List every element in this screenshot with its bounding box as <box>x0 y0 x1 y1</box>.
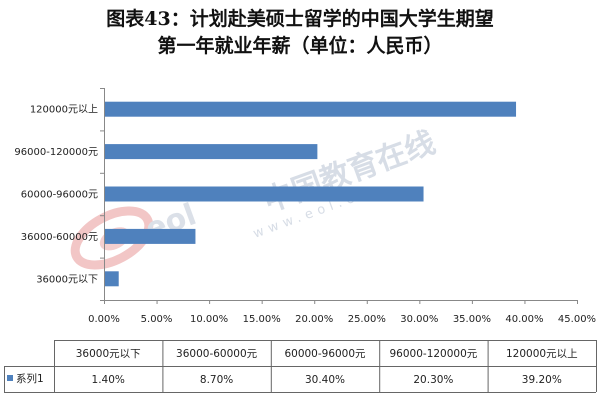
table-value-2: 8.70% <box>200 374 233 386</box>
bar-4 <box>104 144 318 160</box>
category-label-4: 96000-120000元 <box>14 147 98 158</box>
table-value-4: 20.30% <box>413 374 453 386</box>
bar-3 <box>104 186 424 202</box>
bars-layer <box>104 101 517 287</box>
x-tick-label-6: 30.00% <box>400 314 438 325</box>
legend-series-name: 系列1 <box>16 372 44 385</box>
x-tick-label-7: 35.00% <box>453 314 491 325</box>
legend-key <box>7 375 13 381</box>
x-tick-label-9: 45.00% <box>558 314 596 325</box>
x-tick-label-0: 0.00% <box>88 314 120 325</box>
x-tick-label-1: 5.00% <box>141 314 173 325</box>
axes-layer: 36000元以下 36000-60000元 60000-96000元 96000-12… <box>14 88 596 325</box>
x-tick-label-8: 40.00% <box>505 314 543 325</box>
category-label-3: 60000-96000元 <box>21 190 98 201</box>
table-header-5: 120000元以上 <box>506 348 578 360</box>
table-value-3: 30.40% <box>305 374 345 386</box>
chart-title: 图表43：计划赴美硕士留学的中国大学生期望 第一年就业年薪（单位：人民币） <box>0 6 600 60</box>
category-label-1: 36000元以下 <box>36 274 98 285</box>
bar-2 <box>104 228 196 244</box>
chart-title-line-1: 图表43：计划赴美硕士留学的中国大学生期望 <box>106 8 494 30</box>
table-header-3: 60000-96000元 <box>284 348 366 360</box>
x-tick-label-5: 25.00% <box>348 314 386 325</box>
category-label-5: 120000元以上 <box>30 104 98 116</box>
data-table: 系列1 36000元以下 1.40% 36000-60000元 8.70% 60000-9… <box>4 340 597 393</box>
table-header-2: 36000-60000元 <box>176 348 258 360</box>
bar-5 <box>104 101 517 117</box>
x-tick-label-4: 20.00% <box>295 314 333 325</box>
table-header-4: 96000-120000元 <box>390 348 478 360</box>
table-header-1: 36000元以下 <box>76 348 141 360</box>
x-tick-label-2: 10.00% <box>190 314 228 325</box>
category-label-2: 36000-60000元 <box>21 232 98 243</box>
table-value-5: 39.20% <box>522 374 562 386</box>
bar-1 <box>104 271 119 287</box>
x-tick-label-3: 15.00% <box>243 314 281 325</box>
table-value-1: 1.40% <box>92 374 125 386</box>
chart-title-line-2: 第一年就业年薪（单位：人民币） <box>157 35 443 57</box>
